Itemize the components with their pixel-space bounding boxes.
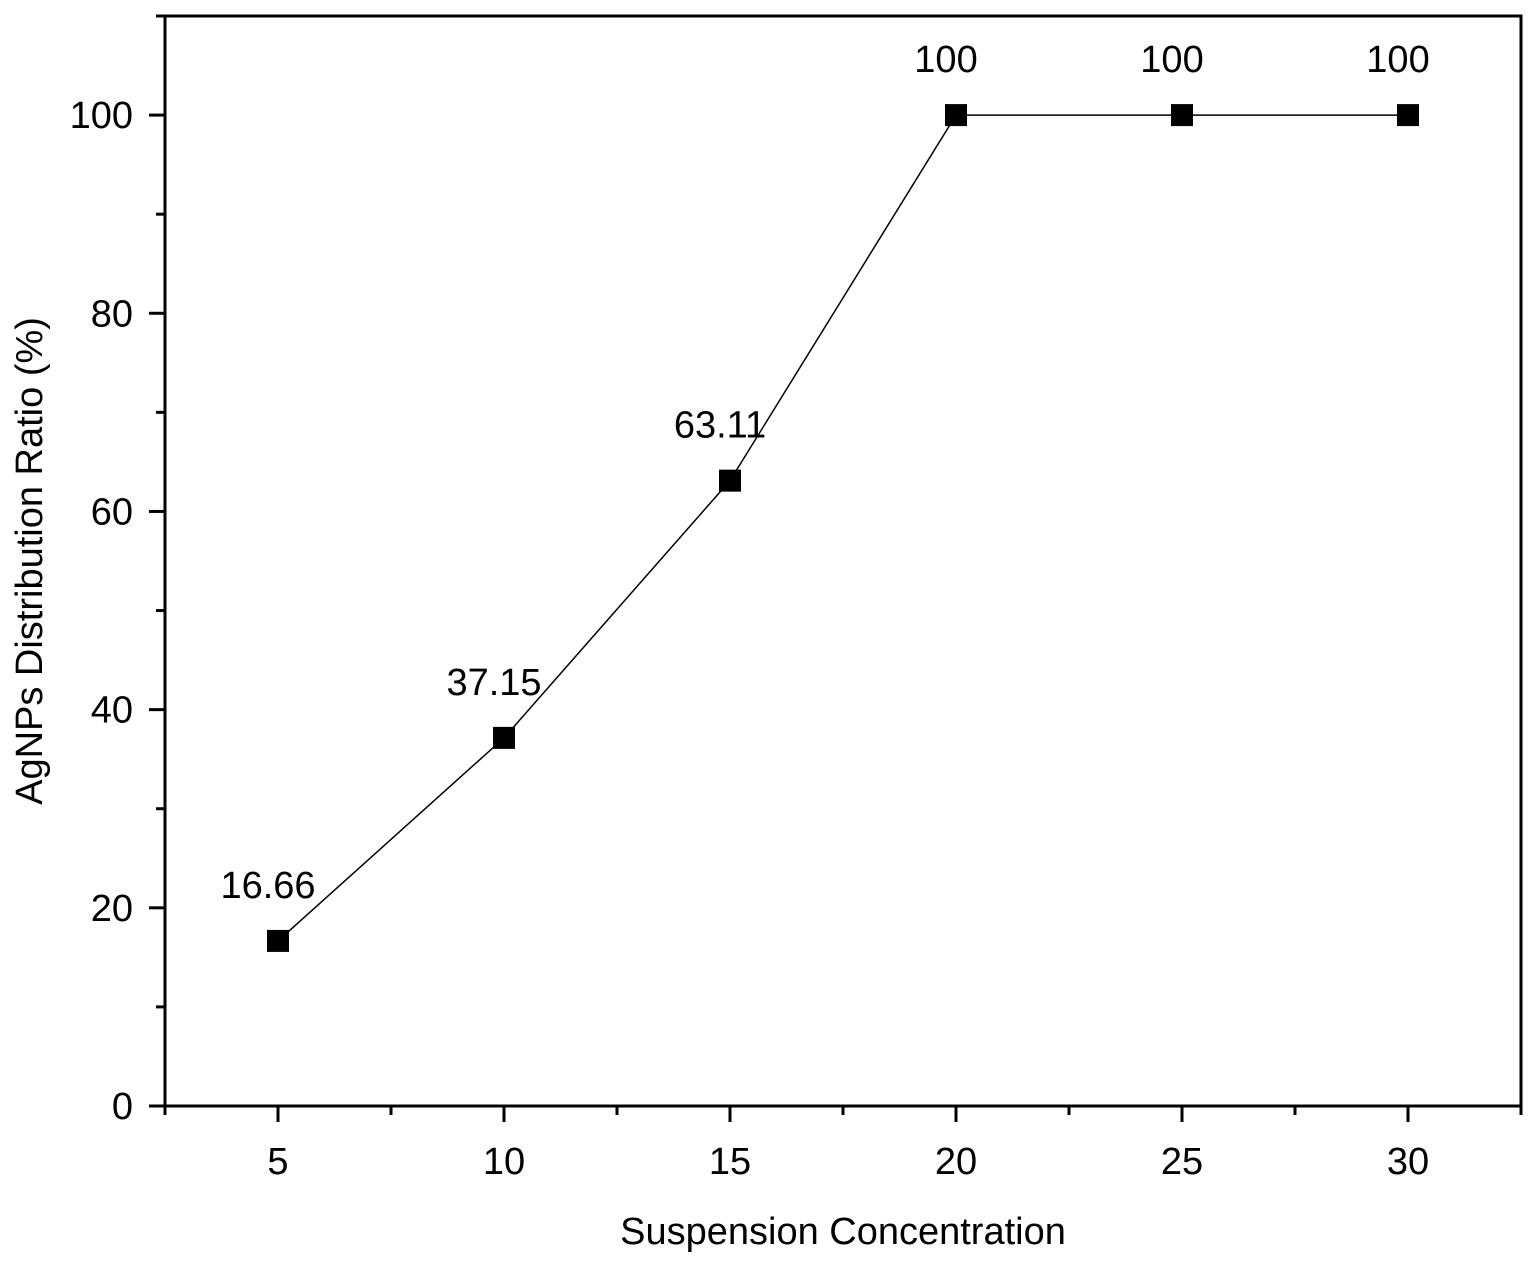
x-axis-ticks: 5 10 15 20 25 30 [163,1106,1523,1183]
y-tick-label: 40 [91,690,133,732]
y-axis-title: AgNPs Distribution Ratio (%) [9,317,51,805]
data-point-label: 63.11 [674,405,766,447]
y-axis-ticks: 0 20 40 60 80 100 [70,14,165,1128]
plot-frame [163,14,1523,1108]
data-point-label: 100 [1140,39,1203,81]
data-point-marker [1171,104,1193,127]
y-tick-label: 80 [91,293,133,335]
x-tick-label: 20 [935,1141,977,1183]
x-tick-label: 30 [1387,1141,1429,1183]
data-point-label: 100 [914,39,977,81]
data-point-marker [719,469,741,492]
x-axis-title: Suspension Concentration [620,1211,1066,1253]
data-label-layer: 16.66 37.15 63.11 100 100 100 [220,39,1429,907]
data-point-label: 37.15 [446,662,541,704]
data-point-label: 100 [1366,39,1429,81]
series-line [277,114,1408,942]
series-layer [267,104,1419,952]
x-tick-label: 5 [267,1141,288,1183]
x-tick-label: 25 [1161,1141,1203,1183]
data-point-marker [493,726,515,749]
x-tick-label: 10 [483,1141,525,1183]
y-tick-label: 60 [91,491,133,533]
x-tick-label: 15 [709,1141,751,1183]
y-tick-label: 0 [112,1086,133,1128]
data-point-marker [945,104,967,127]
data-point-label: 16.66 [220,865,315,907]
data-point-marker [1397,104,1419,127]
y-tick-label: 20 [91,888,133,930]
y-tick-label: 100 [70,95,133,137]
data-point-marker [267,929,289,952]
